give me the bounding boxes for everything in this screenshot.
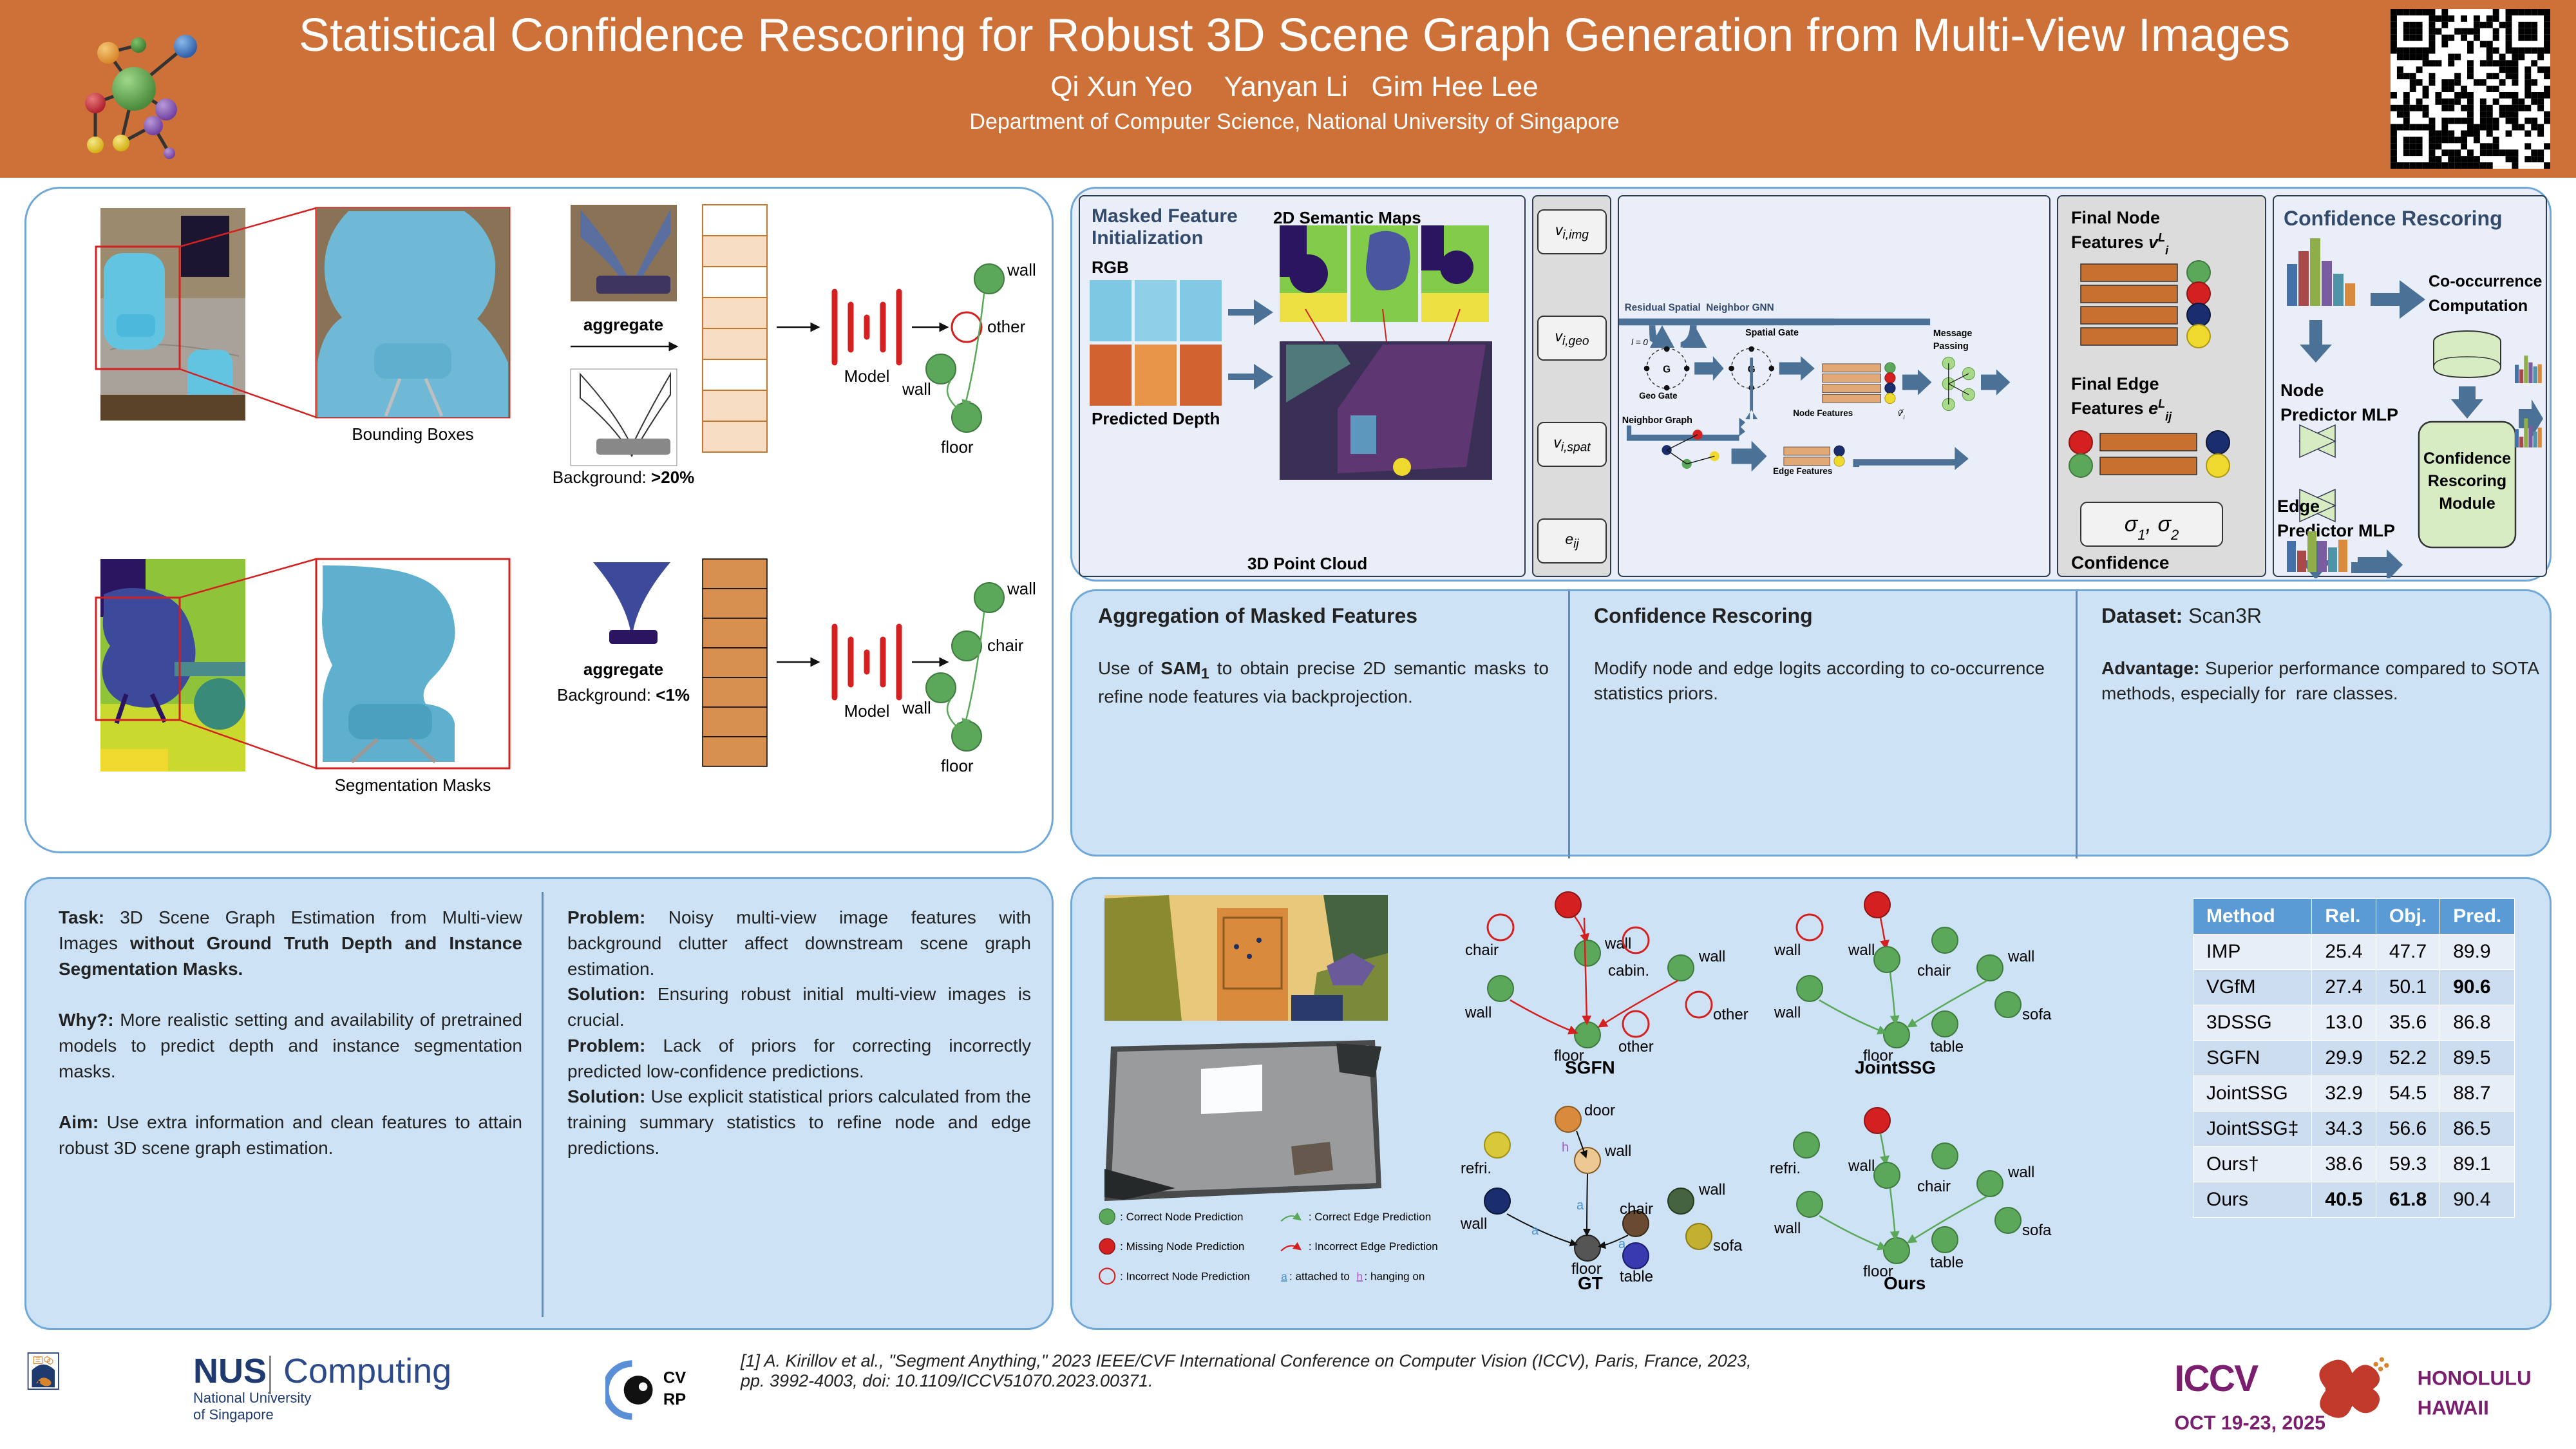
svg-text:floor: floor — [1554, 1047, 1584, 1065]
svg-text:a: a — [1531, 1224, 1539, 1238]
svg-text:G: G — [1663, 364, 1671, 375]
svg-text:v̂li: v̂li — [1898, 408, 1906, 421]
svg-text:Background: <1%: Background: <1% — [557, 685, 690, 705]
svg-text:: attached to: : attached to — [1289, 1270, 1350, 1282]
svg-text:Node: Node — [2280, 381, 2324, 400]
svg-text:Module: Module — [2439, 495, 2496, 513]
svg-text:HONOLULU: HONOLULU — [2418, 1367, 2532, 1390]
svg-text:Spatial Gate: Spatial Gate — [1745, 328, 1799, 338]
svg-text:Passing: Passing — [1933, 341, 1969, 352]
svg-text:Background: >20%: Background: >20% — [553, 468, 694, 487]
svg-text:floor: floor — [941, 756, 974, 775]
svg-text:HAWAII: HAWAII — [2418, 1397, 2489, 1419]
svg-text:Node Features: Node Features — [1793, 408, 1853, 418]
svg-text:refri.: refri. — [1770, 1160, 1801, 1177]
svg-text:door: door — [1584, 1102, 1615, 1119]
svg-text:refri.: refri. — [1461, 1160, 1492, 1177]
svg-text:chair: chair — [1465, 942, 1499, 959]
svg-text:chair: chair — [987, 636, 1024, 655]
svg-text:wall: wall — [2007, 948, 2034, 965]
svg-text:wall: wall — [1007, 260, 1036, 279]
svg-text:floor: floor — [1571, 1260, 1602, 1278]
svg-text:OCT 19-23, 2025: OCT 19-23, 2025 — [2174, 1413, 2325, 1434]
svg-text:: Correct Node Prediction: : Correct Node Prediction — [1120, 1211, 1243, 1223]
svg-text:table: table — [1930, 1254, 1964, 1271]
svg-text:wall: wall — [1464, 1004, 1492, 1021]
svg-text:other: other — [1713, 1006, 1748, 1023]
svg-text:Confidence Rescoring: Confidence Rescoring — [2284, 207, 2503, 230]
svg-text:sofa: sofa — [2022, 1006, 2052, 1023]
svg-text:wall: wall — [1848, 1157, 1875, 1175]
svg-text:cabin.: cabin. — [1608, 962, 1649, 980]
svg-text:other: other — [1618, 1038, 1654, 1056]
svg-text:Edge Features: Edge Features — [1773, 466, 1832, 476]
svg-text:Co-occurrence: Co-occurrence — [2429, 272, 2543, 290]
svg-text:RP: RP — [663, 1390, 686, 1408]
svg-text:wall: wall — [1698, 1181, 1725, 1198]
svg-text:Features eLij: Features eLij — [2071, 397, 2172, 423]
svg-text:Computation: Computation — [2429, 297, 2528, 315]
svg-text:table: table — [1620, 1268, 1653, 1285]
svg-text:wall: wall — [1698, 948, 1725, 965]
svg-text:Rescoring: Rescoring — [2428, 472, 2506, 490]
svg-text:Final Node: Final Node — [2071, 208, 2160, 227]
svg-text:chair: chair — [1917, 1178, 1951, 1195]
svg-text:Predictor MLP: Predictor MLP — [2280, 405, 2398, 424]
svg-text:Message: Message — [1933, 328, 1973, 339]
svg-text:chair: chair — [1917, 962, 1951, 980]
svg-text:floor: floor — [1863, 1047, 1893, 1065]
svg-text:sofa: sofa — [1713, 1237, 1743, 1255]
svg-text:ICCV: ICCV — [2174, 1358, 2259, 1399]
svg-text:wall: wall — [1007, 579, 1036, 598]
svg-text:Segmentation Masks: Segmentation Masks — [335, 775, 491, 795]
svg-text:CV: CV — [663, 1368, 686, 1387]
svg-text:chair: chair — [1620, 1200, 1653, 1218]
svg-text:aggregate: aggregate — [583, 659, 663, 679]
svg-text:sofa: sofa — [2022, 1222, 2052, 1239]
svg-text:h: h — [1356, 1270, 1362, 1282]
svg-text:a: a — [1281, 1270, 1287, 1282]
svg-text:Model: Model — [844, 366, 890, 386]
svg-text:wall: wall — [1774, 1220, 1801, 1237]
svg-text:other: other — [987, 317, 1026, 336]
svg-text:Confidence: Confidence — [2071, 553, 2169, 573]
svg-text:a: a — [1577, 1198, 1584, 1213]
svg-text:wall: wall — [1774, 1004, 1801, 1021]
svg-text:Confidence: Confidence — [2423, 450, 2511, 468]
svg-text:Bounding Boxes: Bounding Boxes — [352, 424, 473, 444]
svg-text:Geo Gate: Geo Gate — [1639, 391, 1677, 401]
svg-text:: Correct Edge Prediction: : Correct Edge Prediction — [1309, 1211, 1431, 1223]
svg-text:floor: floor — [941, 437, 974, 457]
svg-text:Edge: Edge — [2277, 497, 2320, 516]
svg-text:: hanging on: : hanging on — [1365, 1270, 1425, 1282]
svg-text:: Incorrect Node Prediction: : Incorrect Node Prediction — [1120, 1270, 1250, 1282]
svg-text:wall: wall — [1460, 1215, 1487, 1233]
svg-text:Final Edge: Final Edge — [2071, 374, 2159, 393]
svg-text:a: a — [1618, 1237, 1626, 1251]
svg-text:wall: wall — [902, 698, 931, 717]
svg-text:Features vLi: Features vLi — [2071, 231, 2169, 257]
svg-text:h: h — [1562, 1141, 1569, 1155]
svg-text:wall: wall — [2007, 1164, 2034, 1181]
svg-text:aggregate: aggregate — [583, 315, 663, 334]
svg-text:table: table — [1930, 1038, 1964, 1056]
svg-text:Model: Model — [844, 701, 890, 721]
svg-text:wall: wall — [902, 379, 931, 399]
svg-text:Neighbor Graph: Neighbor Graph — [1622, 415, 1692, 426]
svg-text:Residual Spatial Neighbor GNN: Residual Spatial Neighbor GNN — [1625, 303, 1774, 314]
svg-text:floor: floor — [1863, 1263, 1893, 1280]
svg-text:: Missing Node Prediction: : Missing Node Prediction — [1120, 1240, 1244, 1253]
svg-text:Predictor MLP: Predictor MLP — [2277, 521, 2395, 540]
svg-text:: Incorrect Edge Prediction: : Incorrect Edge Prediction — [1309, 1240, 1438, 1253]
svg-text:wall: wall — [1848, 942, 1875, 959]
svg-text:wall: wall — [1774, 942, 1801, 959]
svg-text:wall: wall — [1604, 1142, 1631, 1160]
svg-text:l = 0: l = 0 — [1631, 337, 1648, 347]
